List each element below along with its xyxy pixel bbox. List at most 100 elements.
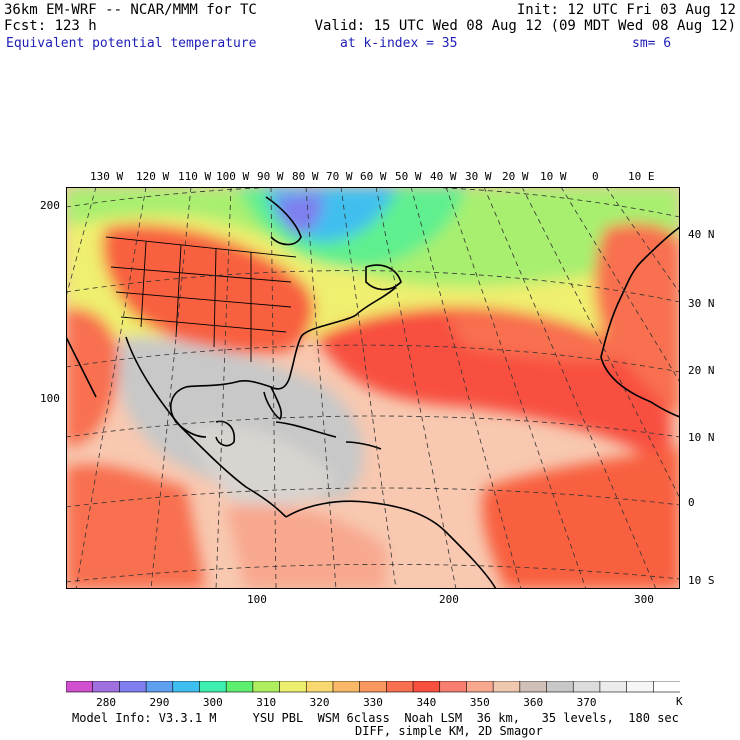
graticule-lat: [66, 563, 680, 583]
colorbar-swatch: [412, 680, 441, 693]
level-info: at k-index = 35: [340, 36, 458, 51]
na-warm-core: [102, 224, 315, 354]
lon-label: 40 W: [430, 170, 457, 183]
theta-e-map: [66, 187, 680, 589]
lon-label: 30 W: [465, 170, 492, 183]
map-canvas: [66, 187, 680, 589]
model-physics: DIFF, simple KM, 2D Smagor: [355, 724, 543, 738]
lon-label: 130 W: [90, 170, 124, 183]
map-frame: [66, 187, 680, 589]
smoothing-info: sm= 6: [632, 36, 672, 51]
colorbar-label: 340: [416, 696, 436, 709]
africa-west-coast: [600, 296, 680, 418]
lon-label: 70 W: [326, 170, 353, 183]
colorbar-swatch: [466, 680, 494, 693]
graticule-lon: [605, 187, 680, 294]
colorbar-swatch: [626, 680, 654, 693]
color-scale: 280 290 300 310 320 330 340 350 360 370: [65, 680, 681, 715]
atlantic-warm-north: [446, 314, 636, 362]
state-boundaries: [105, 236, 297, 362]
iberia-coast: [620, 226, 680, 298]
lat-label: 0: [688, 496, 695, 509]
model-info: Model Info: V3.3.1 M YSU PBL WSM 6class …: [72, 711, 679, 725]
colorbar-swatch: [519, 680, 548, 693]
colorbar-label: 350: [470, 696, 490, 709]
lon-label: 80 W: [292, 170, 319, 183]
forecast-hour: Fcst: 123 h: [4, 18, 97, 34]
graticule: [66, 187, 680, 589]
grid-x-label: 100: [247, 593, 267, 606]
grid-x-label: 200: [439, 593, 459, 606]
lon-label: 110 W: [178, 170, 212, 183]
colorbar-label: 330: [363, 696, 383, 709]
lon-label: 90 W: [257, 170, 284, 183]
south-america-coast: [285, 500, 497, 589]
lat-label: 10 N: [688, 431, 715, 444]
lon-label: 60 W: [360, 170, 387, 183]
colorbar-swatch: [252, 680, 281, 693]
colorbar-label: 320: [310, 696, 330, 709]
colorbar-swatch: [225, 680, 254, 693]
graticule-lat: [66, 415, 680, 438]
yucatan: [215, 420, 236, 447]
colorbar-unit: K: [676, 695, 683, 708]
colorbar-label: 280: [96, 696, 116, 709]
valid-time: Valid: 15 UTC Wed 08 Aug 12 (09 MDT Wed …: [314, 18, 736, 34]
graticule-lon: [150, 187, 192, 589]
colorbar-label: 360: [523, 696, 543, 709]
init-time: Init: 12 UTC Fri 03 Aug 12: [516, 2, 736, 18]
lon-label: 20 W: [502, 170, 529, 183]
colorbar-swatch: [572, 680, 601, 693]
lon-label: 50 W: [395, 170, 422, 183]
lat-label: 20 N: [688, 364, 715, 377]
coastlines: [66, 196, 680, 589]
colorbar-swatch: [492, 680, 521, 693]
colorbar-swatch: [332, 680, 361, 693]
colorbar-swatch: [386, 680, 414, 693]
state-lines-ns: [140, 241, 252, 362]
colorbar-swatch: [439, 680, 468, 693]
graticule-lon: [483, 187, 657, 589]
graticule-lon: [521, 187, 680, 500]
lon-label: 10 E: [628, 170, 655, 183]
colorbar-swatch: [172, 680, 201, 693]
band-purple: [276, 192, 323, 235]
colorbar-swatch: [65, 680, 94, 693]
colorbar-label: 310: [256, 696, 276, 709]
lat-label: 40 N: [688, 228, 715, 241]
colorbar-swatch: [652, 680, 681, 693]
colorbar-swatch: [119, 680, 147, 693]
colorbar-swatch: [359, 680, 387, 693]
colorbar-swatch: [599, 680, 628, 693]
graticule-lon: [305, 187, 337, 589]
lon-label: 100 W: [216, 170, 250, 183]
state-lines-ew: [110, 266, 292, 333]
graticule-lon: [270, 187, 277, 589]
colorbar-label: 300: [203, 696, 223, 709]
graticule-lon: [340, 187, 397, 589]
lat-label: 30 N: [688, 297, 715, 310]
florida: [263, 386, 283, 420]
cuba: [275, 421, 337, 438]
field-name: Equivalent potential temperature: [6, 36, 257, 51]
colorbar-swatch: [145, 680, 174, 693]
pacific-warm: [66, 464, 206, 589]
colorbar-swatch: [199, 680, 227, 693]
graticule-lon: [410, 187, 522, 589]
tropical-warm: [482, 447, 680, 589]
west-warm: [66, 307, 119, 447]
mexico-coast: [125, 336, 287, 518]
lon-label: 120 W: [136, 170, 170, 183]
graticule-lat: [66, 487, 680, 508]
lat-label: 10 S: [688, 574, 715, 587]
colorbar-swatch: [305, 680, 334, 693]
newfoundland: [365, 264, 402, 291]
colorbar-swatch: [546, 680, 574, 693]
grid-y-label: 200: [40, 199, 60, 212]
model-title: 36km EM-WRF -- NCAR/MMM for TC: [4, 2, 257, 18]
graticule-lat: [66, 187, 680, 218]
south-america-band: [226, 504, 386, 589]
lon-label: 0: [592, 170, 599, 183]
hudson-bay: [265, 196, 302, 246]
graticule-lon: [215, 187, 232, 589]
